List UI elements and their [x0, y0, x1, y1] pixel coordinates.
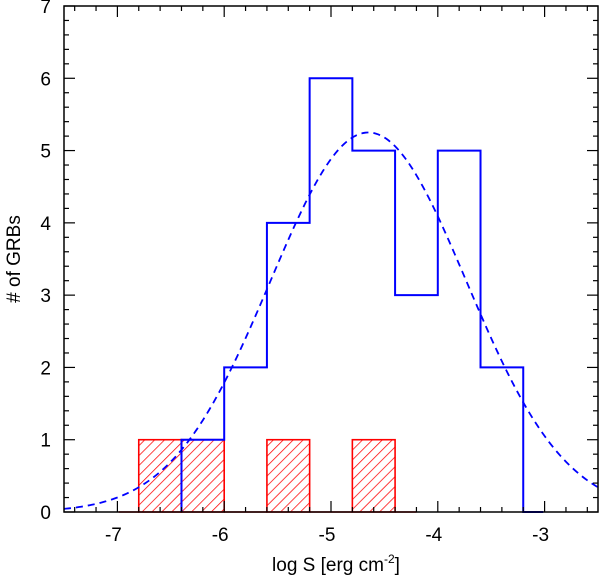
- plot-area: [63, 77, 599, 513]
- x-axis-label-end: ]: [395, 555, 400, 576]
- red-hatched-bar-1: [180, 438, 225, 513]
- y-tick-label: 0: [40, 503, 51, 524]
- y-tick-label: 6: [40, 69, 51, 90]
- plot-frame: [63, 5, 599, 513]
- y-tick-label: 7: [40, 0, 51, 18]
- x-tick-label: -4: [425, 525, 442, 546]
- x-tick-label: -6: [212, 525, 229, 546]
- y-tick-label: 4: [40, 214, 51, 235]
- x-axis-label: log S [erg cm-2]: [272, 552, 400, 576]
- y-tick-label: 1: [40, 431, 51, 452]
- gaussian-fit-curve: [63, 131, 599, 510]
- red-hatched-bar-0: [137, 438, 183, 513]
- blue-step-histogram: [180, 77, 544, 513]
- x-axis-label-main: log S [erg cm: [272, 555, 384, 576]
- red-hatched-bar-3: [351, 438, 396, 513]
- y-tick-label: 5: [40, 142, 51, 163]
- axes: -7 -6 -5 -4 -3 0 1 2 3 4 5 6 7: [40, 0, 599, 546]
- x-axis-label-sup: -2: [384, 552, 395, 566]
- y-tick-label: 2: [40, 358, 51, 379]
- x-tick-label: -3: [532, 525, 549, 546]
- red-hatched-bar-2: [266, 438, 311, 513]
- x-tick-label: -5: [319, 525, 336, 546]
- x-tick-label: -7: [105, 525, 122, 546]
- y-tick-label: 3: [40, 286, 51, 307]
- y-axis-label: # of GRBs: [4, 215, 25, 303]
